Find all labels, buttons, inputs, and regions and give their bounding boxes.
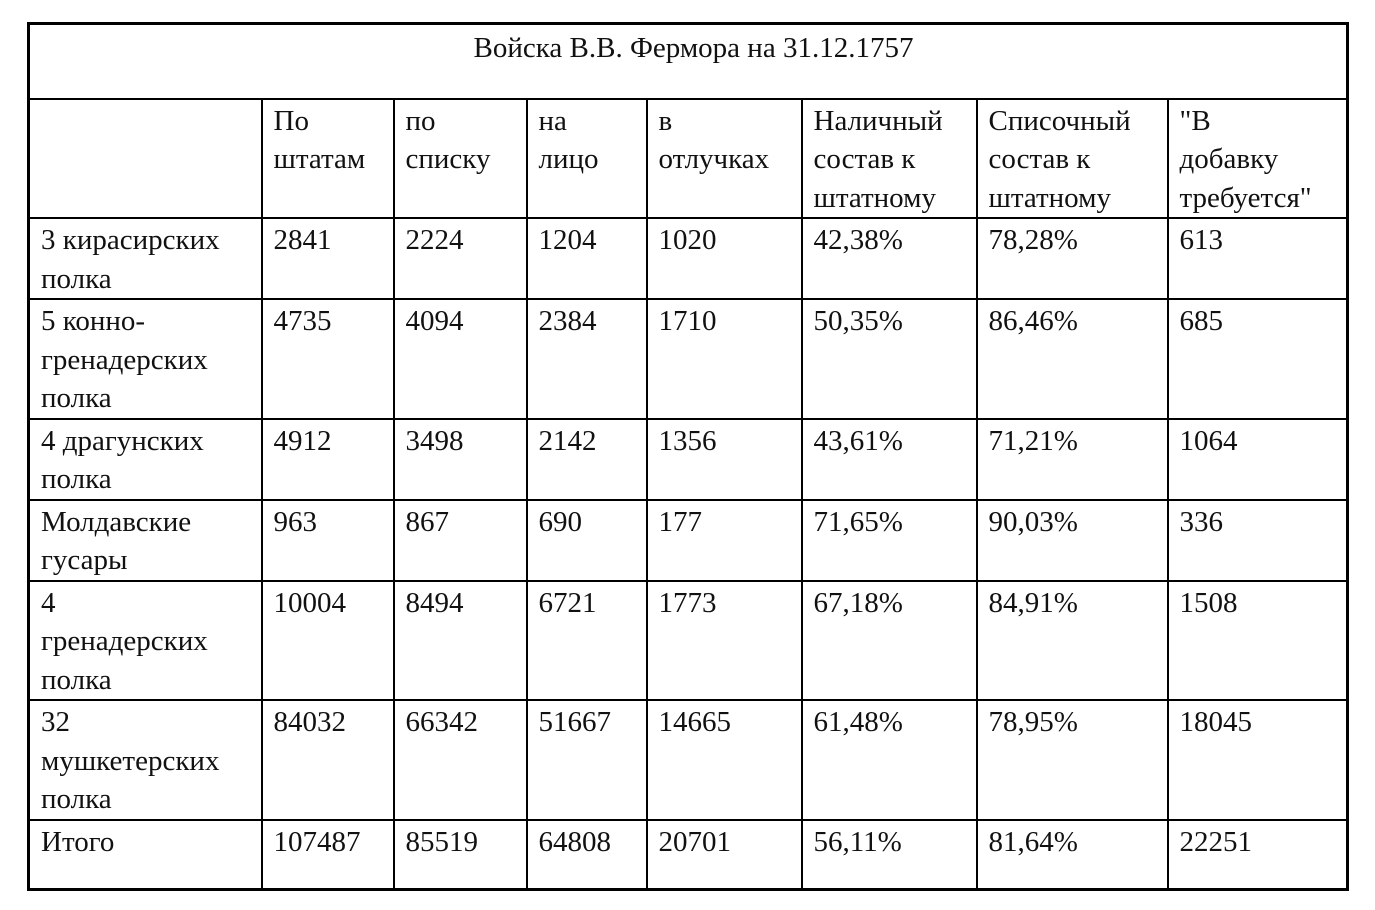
table-cell: 1710 bbox=[645, 298, 803, 420]
row-label: 3 кирасирских полка bbox=[27, 217, 263, 300]
table-cell: 14665 bbox=[645, 699, 803, 821]
header-row: По штатам по списку на лицо в отлучках Налич… bbox=[27, 97, 1349, 219]
table-cell: 10004 bbox=[260, 579, 395, 701]
troops-table: Войска В.В. Фермора на 31.12.1757 По шта… bbox=[27, 22, 1349, 891]
table-cell: 107487 bbox=[260, 818, 395, 891]
row-label: 4 гренадерских полка bbox=[27, 579, 263, 701]
title-row: Войска В.В. Фермора на 31.12.1757 bbox=[27, 22, 1349, 100]
row-label: 32 мушкетерских полка bbox=[27, 699, 263, 821]
table-cell: 613 bbox=[1166, 217, 1349, 300]
row-label: 5 конно- гренадерских полка bbox=[27, 298, 263, 420]
table-cell: 42,38% bbox=[800, 217, 978, 300]
table-cell: 67,18% bbox=[800, 579, 978, 701]
table-cell: 20701 bbox=[645, 818, 803, 891]
table-cell: 81,64% bbox=[975, 818, 1169, 891]
table-cell: 963 bbox=[260, 498, 395, 582]
table-cell: 685 bbox=[1166, 298, 1349, 420]
table-cell: 1064 bbox=[1166, 417, 1349, 501]
table-cell: 1356 bbox=[645, 417, 803, 501]
table-row: Итого 107487 85519 64808 20701 56,11% 81,64% 22… bbox=[27, 818, 1349, 891]
table-row: 32 мушкетерских полка 84032 66342 51667 1466… bbox=[27, 699, 1349, 821]
row-label: 4 драгунских полка bbox=[27, 417, 263, 501]
table-cell: 2224 bbox=[392, 217, 528, 300]
table-cell: 50,35% bbox=[800, 298, 978, 420]
column-header: по списку bbox=[392, 97, 528, 219]
table-row: 4 гренадерских полка 10004 8494 6721 1773 67,… bbox=[27, 579, 1349, 701]
table-cell: 4094 bbox=[392, 298, 528, 420]
table-cell: 66342 bbox=[392, 699, 528, 821]
table-cell: 22251 bbox=[1166, 818, 1349, 891]
row-label: Молдавские гусары bbox=[27, 498, 263, 582]
table-cell: 43,61% bbox=[800, 417, 978, 501]
table-cell: 90,03% bbox=[975, 498, 1169, 582]
table-cell: 71,21% bbox=[975, 417, 1169, 501]
table-cell: 4912 bbox=[260, 417, 395, 501]
table-cell: 1020 bbox=[645, 217, 803, 300]
table-row: 4 драгунских полка 4912 3498 2142 1356 43,61%… bbox=[27, 417, 1349, 501]
table-cell: 78,28% bbox=[975, 217, 1169, 300]
header-cell-empty bbox=[27, 97, 263, 219]
table-cell: 56,11% bbox=[800, 818, 978, 891]
table-cell: 2142 bbox=[525, 417, 648, 501]
table-cell: 86,46% bbox=[975, 298, 1169, 420]
table-cell: 51667 bbox=[525, 699, 648, 821]
column-header: на лицо bbox=[525, 97, 648, 219]
table-cell: 61,48% bbox=[800, 699, 978, 821]
table-row: 3 кирасирских полка 2841 2224 1204 1020 42,38… bbox=[27, 217, 1349, 300]
table-cell: 78,95% bbox=[975, 699, 1169, 821]
table-cell: 2841 bbox=[260, 217, 395, 300]
table-cell: 1204 bbox=[525, 217, 648, 300]
table-cell: 2384 bbox=[525, 298, 648, 420]
table-row: Молдавские гусары 963 867 690 177 71,65% 90,03… bbox=[27, 498, 1349, 582]
table-cell: 84,91% bbox=[975, 579, 1169, 701]
column-header: Наличный состав к штатному bbox=[800, 97, 978, 219]
table-row: 5 конно- гренадерских полка 4735 4094 2384 1… bbox=[27, 298, 1349, 420]
table-cell: 8494 bbox=[392, 579, 528, 701]
row-label: Итого bbox=[27, 818, 263, 891]
table-cell: 3498 bbox=[392, 417, 528, 501]
table-cell: 690 bbox=[525, 498, 648, 582]
table-cell: 64808 bbox=[525, 818, 648, 891]
table-cell: 71,65% bbox=[800, 498, 978, 582]
table-cell: 177 bbox=[645, 498, 803, 582]
table-cell: 867 bbox=[392, 498, 528, 582]
table-cell: 1773 bbox=[645, 579, 803, 701]
table-cell: 18045 bbox=[1166, 699, 1349, 821]
table-title: Войска В.В. Фермора на 31.12.1757 bbox=[27, 22, 1349, 100]
table-cell: 1508 bbox=[1166, 579, 1349, 701]
table-cell: 336 bbox=[1166, 498, 1349, 582]
column-header: По штатам bbox=[260, 97, 395, 219]
table-cell: 84032 bbox=[260, 699, 395, 821]
column-header: "В добавку требуется" bbox=[1166, 97, 1349, 219]
table-cell: 6721 bbox=[525, 579, 648, 701]
table-cell: 4735 bbox=[260, 298, 395, 420]
column-header: Списочный состав к штатному bbox=[975, 97, 1169, 219]
column-header: в отлучках bbox=[645, 97, 803, 219]
table-cell: 85519 bbox=[392, 818, 528, 891]
